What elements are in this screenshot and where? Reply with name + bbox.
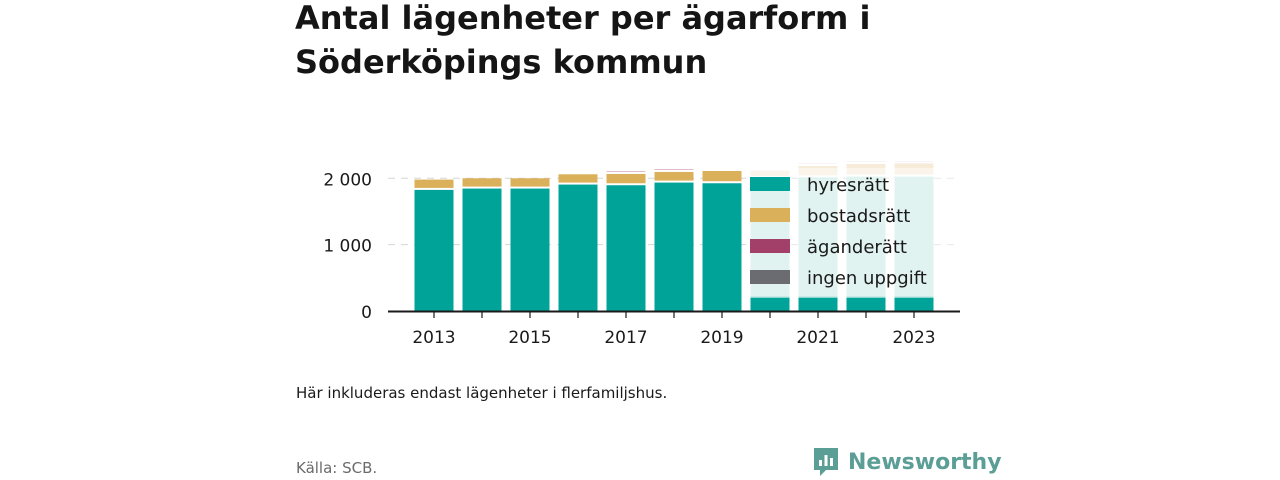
chart-title: Antal lägenheter per ägarform i Söderköp…: [295, 0, 871, 81]
legend-swatch: [750, 208, 790, 222]
bar-separator: [414, 187, 454, 190]
y-tick-label: 1 000: [323, 237, 372, 257]
source-text: Källa: SCB.: [296, 459, 378, 477]
legend-swatch: [750, 177, 790, 191]
legend: hyresrätt bostadsrätt äganderätt ingen uppg…: [748, 168, 958, 296]
bar-base-2020: [750, 297, 790, 311]
bar-separator: [654, 169, 694, 172]
newsworthy-logo[interactable]: Newsworthy: [812, 446, 1002, 478]
bar-base-2023: [894, 297, 934, 311]
axes: 0 1 000 2 000 2013 2015 2017 2019 2021 2023: [323, 170, 960, 348]
newsworthy-logo-icon: [814, 448, 838, 476]
bar-separator: [846, 174, 886, 177]
bar-separator: [510, 186, 550, 189]
bar-separator: [750, 175, 790, 178]
legend-label: ingen uppgift: [807, 268, 927, 289]
bar-2015-1: [510, 178, 550, 188]
bar-separator: [846, 162, 886, 165]
legend-label: bostadsrätt: [807, 206, 910, 227]
chart-note: Här inkluderas endast lägenheter i flerf…: [296, 384, 668, 402]
bar-separator: [462, 186, 502, 189]
bar-base-2021: [798, 297, 838, 311]
bar-2022-1: [846, 163, 886, 176]
legend-label: äganderätt: [807, 237, 907, 258]
bar-separator: [558, 182, 598, 185]
x-tick-label: 2017: [604, 328, 647, 348]
bar-separator: [798, 164, 838, 166]
legend-swatch: [750, 239, 790, 253]
bar-2016-0: [558, 183, 598, 311]
bar-separator: [654, 180, 694, 183]
bar-2017-1: [606, 172, 646, 185]
bar-2023-0: [894, 175, 934, 311]
bar-2022-0: [846, 175, 886, 311]
bar-2021-0: [798, 176, 838, 311]
logo-text: Newsworthy: [848, 449, 1002, 475]
bar-2018-0: [654, 181, 694, 311]
bar-separator: [606, 183, 646, 186]
bar-separator: [894, 174, 934, 177]
x-tick-label: 2013: [412, 328, 455, 348]
x-tick-label: 2015: [508, 328, 551, 348]
bar-separator: [750, 168, 790, 171]
bars: [414, 161, 934, 311]
bar-separator: [894, 161, 934, 164]
bar-2023-1: [894, 162, 934, 176]
bar-2014-0: [462, 187, 502, 311]
x-tick-label: 2019: [700, 328, 743, 348]
bar-2019-1: [702, 170, 742, 183]
y-tick-label: 0: [361, 303, 372, 323]
bar-base-2022: [846, 297, 886, 311]
bar-separator: [606, 171, 646, 174]
bar-2013-0: [414, 188, 454, 311]
bar-2017-0: [606, 184, 646, 311]
bar-2013-1: [414, 179, 454, 189]
bar-2015-0: [510, 187, 550, 311]
y-tick-label: 2 000: [323, 170, 372, 190]
bar-2016-1: [558, 174, 598, 184]
bar-separator: [702, 181, 742, 184]
bar-2020-1: [750, 169, 790, 177]
legend-swatch: [750, 270, 790, 284]
bar-2021-1: [798, 165, 838, 177]
legend-label: hyresrätt: [807, 175, 889, 196]
x-tick-label: 2023: [892, 328, 935, 348]
bar-chart: 0 1 000 2 000 2013 2015 2017 2019 2021 2023 hyre…: [323, 161, 960, 348]
bar-2018-1: [654, 170, 694, 182]
bar-separator: [798, 175, 838, 178]
bar-2014-1: [462, 178, 502, 188]
bar-2019-0: [702, 182, 742, 311]
x-tick-label: 2021: [796, 328, 839, 348]
